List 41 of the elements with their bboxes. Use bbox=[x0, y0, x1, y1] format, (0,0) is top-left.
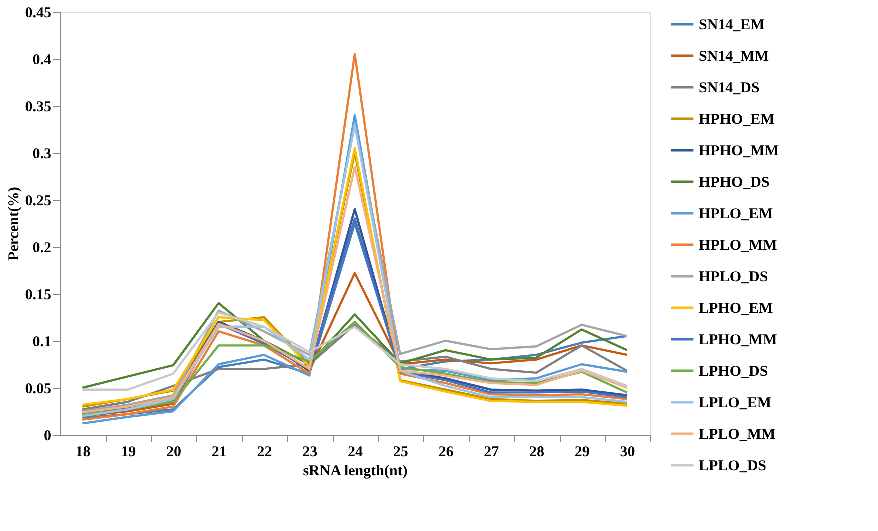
x-tick-label: 29 bbox=[574, 444, 590, 460]
x-tick-label: 30 bbox=[620, 444, 636, 460]
legend-label: LPLO_EM bbox=[699, 396, 772, 412]
x-axis-title: sRNA length(nt) bbox=[303, 464, 408, 480]
legend-label: HPHO_MM bbox=[699, 144, 779, 160]
legend-label: HPLO_DS bbox=[699, 270, 768, 286]
legend-label: HPLO_MM bbox=[699, 238, 778, 254]
y-tick-label: 0.1 bbox=[32, 334, 52, 350]
y-tick-label: 0.05 bbox=[25, 382, 52, 398]
y-tick-label: 0 bbox=[44, 428, 52, 444]
y-tick-label: 0.25 bbox=[25, 194, 52, 210]
legend-label: LPLO_DS bbox=[699, 458, 767, 474]
x-tick-label: 26 bbox=[438, 444, 454, 460]
y-tick-label: 0.35 bbox=[25, 100, 52, 116]
legend-label: HPLO_EM bbox=[699, 206, 774, 222]
x-tick-label: 24 bbox=[348, 444, 364, 460]
x-tick-label: 28 bbox=[530, 444, 545, 460]
y-tick-label: 0.15 bbox=[25, 288, 52, 304]
x-tick-label: 19 bbox=[121, 444, 136, 460]
x-tick-label: 20 bbox=[166, 444, 182, 460]
x-tick-label: 25 bbox=[393, 444, 408, 460]
legend-label: LPHO_DS bbox=[699, 364, 768, 380]
legend-label: SN14_EM bbox=[699, 18, 765, 34]
legend-label: LPHO_MM bbox=[699, 332, 778, 348]
legend-label: LPLO_MM bbox=[699, 427, 776, 443]
x-tick-label: 27 bbox=[484, 444, 500, 460]
x-tick-label: 23 bbox=[302, 444, 318, 460]
y-axis-title: Percent(%) bbox=[6, 187, 22, 261]
y-tick-label: 0.45 bbox=[25, 6, 52, 22]
legend-label: LPHO_EM bbox=[699, 301, 774, 317]
legend-label: HPHO_EM bbox=[699, 112, 775, 128]
x-tick-label: 22 bbox=[257, 444, 272, 460]
x-tick-label: 18 bbox=[76, 444, 91, 460]
line-series bbox=[82, 53, 628, 422]
legend-label: HPHO_DS bbox=[699, 175, 770, 191]
legend-label: SN14_DS bbox=[699, 80, 760, 96]
y-tick-label: 0.2 bbox=[32, 240, 52, 256]
y-tick-label: 0.3 bbox=[32, 146, 52, 162]
legend-label: SN14_MM bbox=[699, 49, 769, 65]
y-tick-label: 0.4 bbox=[32, 52, 52, 68]
x-tick-label: 21 bbox=[212, 444, 227, 460]
